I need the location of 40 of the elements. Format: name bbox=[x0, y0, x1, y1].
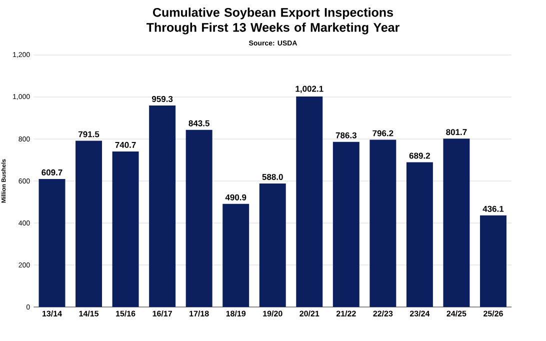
data-label: 796.2 bbox=[372, 130, 394, 136]
x-tick-label: 20/21 bbox=[300, 310, 320, 316]
bar bbox=[370, 140, 396, 307]
x-tick-label: 13/14 bbox=[42, 310, 62, 316]
bar bbox=[149, 106, 176, 307]
chart-title: Cumulative Soybean Export Inspections Through First 13 Weeks of Marketing Year bbox=[146, 8, 400, 34]
bar bbox=[259, 184, 286, 307]
data-label: 959.3 bbox=[152, 96, 173, 102]
data-label: 791.5 bbox=[78, 131, 100, 138]
data-label: 843.5 bbox=[188, 120, 210, 126]
data-label: 588.0 bbox=[262, 174, 283, 180]
bar bbox=[480, 215, 506, 307]
bar bbox=[222, 204, 250, 307]
data-label: 740.7 bbox=[115, 142, 136, 148]
x-tick-label: 14/15 bbox=[79, 310, 99, 316]
data-label: 786.3 bbox=[336, 132, 356, 138]
data-label: 801.7 bbox=[446, 129, 467, 136]
bar bbox=[112, 151, 139, 307]
data-label: 1,002.1 bbox=[296, 86, 324, 94]
x-tick-label: 16/17 bbox=[152, 310, 172, 316]
data-label: 436.1 bbox=[482, 206, 504, 212]
x-tick-label: 25/26 bbox=[484, 310, 503, 316]
data-label: 490.9 bbox=[225, 194, 246, 200]
x-tick-label: 24/25 bbox=[446, 310, 466, 316]
x-tick-label: 21/22 bbox=[336, 310, 356, 316]
bar bbox=[406, 162, 433, 307]
x-tick-label: 15/16 bbox=[116, 310, 136, 316]
x-tick-label: 17/18 bbox=[190, 310, 209, 316]
data-label: 689.2 bbox=[409, 152, 430, 159]
bar bbox=[76, 140, 102, 307]
bar bbox=[186, 130, 212, 307]
data-label: 609.7 bbox=[42, 169, 62, 176]
bar bbox=[332, 142, 360, 307]
bar bbox=[443, 138, 470, 307]
bar bbox=[38, 178, 66, 307]
x-tick-label: 19/20 bbox=[263, 310, 282, 316]
x-tick-label: 18/19 bbox=[226, 310, 246, 316]
bar bbox=[296, 96, 323, 307]
x-tick-label: 22/23 bbox=[373, 310, 393, 316]
x-tick-label: 23/24 bbox=[410, 310, 430, 316]
